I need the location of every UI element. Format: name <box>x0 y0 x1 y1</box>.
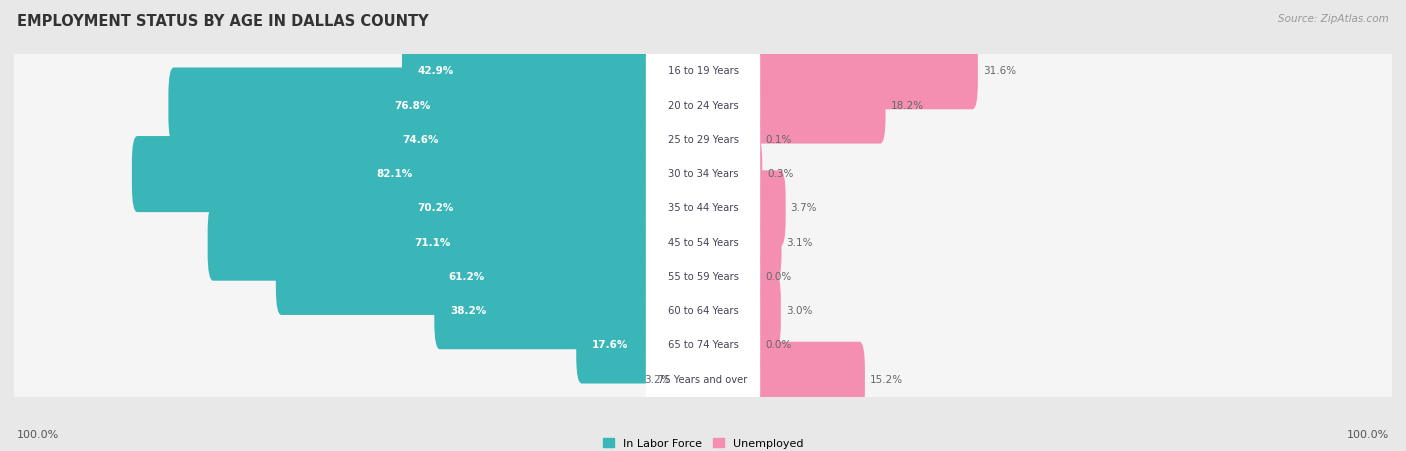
FancyBboxPatch shape <box>7 313 1399 447</box>
FancyBboxPatch shape <box>749 205 782 281</box>
FancyBboxPatch shape <box>7 107 1399 241</box>
FancyBboxPatch shape <box>7 73 1399 207</box>
Text: 71.1%: 71.1% <box>413 238 450 248</box>
Text: 55 to 59 Years: 55 to 59 Years <box>668 272 738 282</box>
Text: 25 to 29 Years: 25 to 29 Years <box>668 135 738 145</box>
FancyBboxPatch shape <box>749 33 979 109</box>
FancyBboxPatch shape <box>749 273 780 349</box>
FancyBboxPatch shape <box>7 244 1399 378</box>
FancyBboxPatch shape <box>276 239 657 315</box>
FancyBboxPatch shape <box>7 141 1399 276</box>
FancyBboxPatch shape <box>7 313 1399 446</box>
Text: 3.2%: 3.2% <box>644 375 671 385</box>
Text: 0.0%: 0.0% <box>765 272 792 282</box>
FancyBboxPatch shape <box>645 136 761 212</box>
Text: 61.2%: 61.2% <box>449 272 485 282</box>
FancyBboxPatch shape <box>645 342 761 418</box>
FancyBboxPatch shape <box>749 342 865 418</box>
FancyBboxPatch shape <box>645 205 761 281</box>
Text: 3.7%: 3.7% <box>790 203 817 213</box>
Text: 60 to 64 Years: 60 to 64 Years <box>668 306 738 316</box>
FancyBboxPatch shape <box>169 68 657 143</box>
FancyBboxPatch shape <box>749 170 786 246</box>
Text: 16 to 19 Years: 16 to 19 Years <box>668 66 738 76</box>
FancyBboxPatch shape <box>576 308 657 383</box>
Text: 45 to 54 Years: 45 to 54 Years <box>668 238 738 248</box>
FancyBboxPatch shape <box>7 4 1399 138</box>
FancyBboxPatch shape <box>7 279 1399 412</box>
Legend: In Labor Force, Unemployed: In Labor Force, Unemployed <box>598 434 808 451</box>
FancyBboxPatch shape <box>749 102 761 178</box>
Text: 31.6%: 31.6% <box>983 66 1015 76</box>
FancyBboxPatch shape <box>214 170 657 246</box>
FancyBboxPatch shape <box>645 33 761 109</box>
Text: 76.8%: 76.8% <box>395 101 430 110</box>
Text: 0.0%: 0.0% <box>765 341 792 350</box>
FancyBboxPatch shape <box>7 210 1399 344</box>
Text: 42.9%: 42.9% <box>418 66 454 76</box>
Text: 100.0%: 100.0% <box>1347 430 1389 440</box>
Text: 38.2%: 38.2% <box>450 306 486 316</box>
FancyBboxPatch shape <box>7 38 1399 173</box>
FancyBboxPatch shape <box>7 73 1399 207</box>
Text: 0.3%: 0.3% <box>768 169 793 179</box>
Text: EMPLOYMENT STATUS BY AGE IN DALLAS COUNTY: EMPLOYMENT STATUS BY AGE IN DALLAS COUNT… <box>17 14 429 28</box>
Text: 70.2%: 70.2% <box>418 203 454 213</box>
FancyBboxPatch shape <box>645 308 761 383</box>
FancyBboxPatch shape <box>645 170 761 246</box>
Text: 3.1%: 3.1% <box>786 238 813 248</box>
Text: 20 to 24 Years: 20 to 24 Years <box>668 101 738 110</box>
Text: 30 to 34 Years: 30 to 34 Years <box>668 169 738 179</box>
FancyBboxPatch shape <box>645 102 761 178</box>
FancyBboxPatch shape <box>645 68 761 143</box>
Text: 100.0%: 100.0% <box>17 430 59 440</box>
FancyBboxPatch shape <box>184 102 657 178</box>
FancyBboxPatch shape <box>132 136 657 212</box>
Text: 82.1%: 82.1% <box>377 169 412 179</box>
Text: 35 to 44 Years: 35 to 44 Years <box>668 203 738 213</box>
FancyBboxPatch shape <box>7 39 1399 172</box>
Text: 17.6%: 17.6% <box>592 341 628 350</box>
Text: 74.6%: 74.6% <box>402 135 439 145</box>
FancyBboxPatch shape <box>7 176 1399 309</box>
FancyBboxPatch shape <box>7 278 1399 413</box>
FancyBboxPatch shape <box>749 136 762 212</box>
FancyBboxPatch shape <box>7 244 1399 378</box>
FancyBboxPatch shape <box>7 5 1399 138</box>
FancyBboxPatch shape <box>208 205 657 281</box>
FancyBboxPatch shape <box>645 239 761 315</box>
Text: 18.2%: 18.2% <box>890 101 924 110</box>
Text: 0.1%: 0.1% <box>766 135 792 145</box>
Text: 65 to 74 Years: 65 to 74 Years <box>668 341 738 350</box>
FancyBboxPatch shape <box>434 273 657 349</box>
FancyBboxPatch shape <box>7 142 1399 275</box>
FancyBboxPatch shape <box>749 68 886 143</box>
FancyBboxPatch shape <box>7 107 1399 241</box>
FancyBboxPatch shape <box>402 33 657 109</box>
Text: 3.0%: 3.0% <box>786 306 813 316</box>
Text: 15.2%: 15.2% <box>870 375 903 385</box>
FancyBboxPatch shape <box>645 273 761 349</box>
Text: Source: ZipAtlas.com: Source: ZipAtlas.com <box>1278 14 1389 23</box>
FancyBboxPatch shape <box>7 175 1399 310</box>
Text: 75 Years and over: 75 Years and over <box>658 375 748 385</box>
FancyBboxPatch shape <box>7 210 1399 344</box>
